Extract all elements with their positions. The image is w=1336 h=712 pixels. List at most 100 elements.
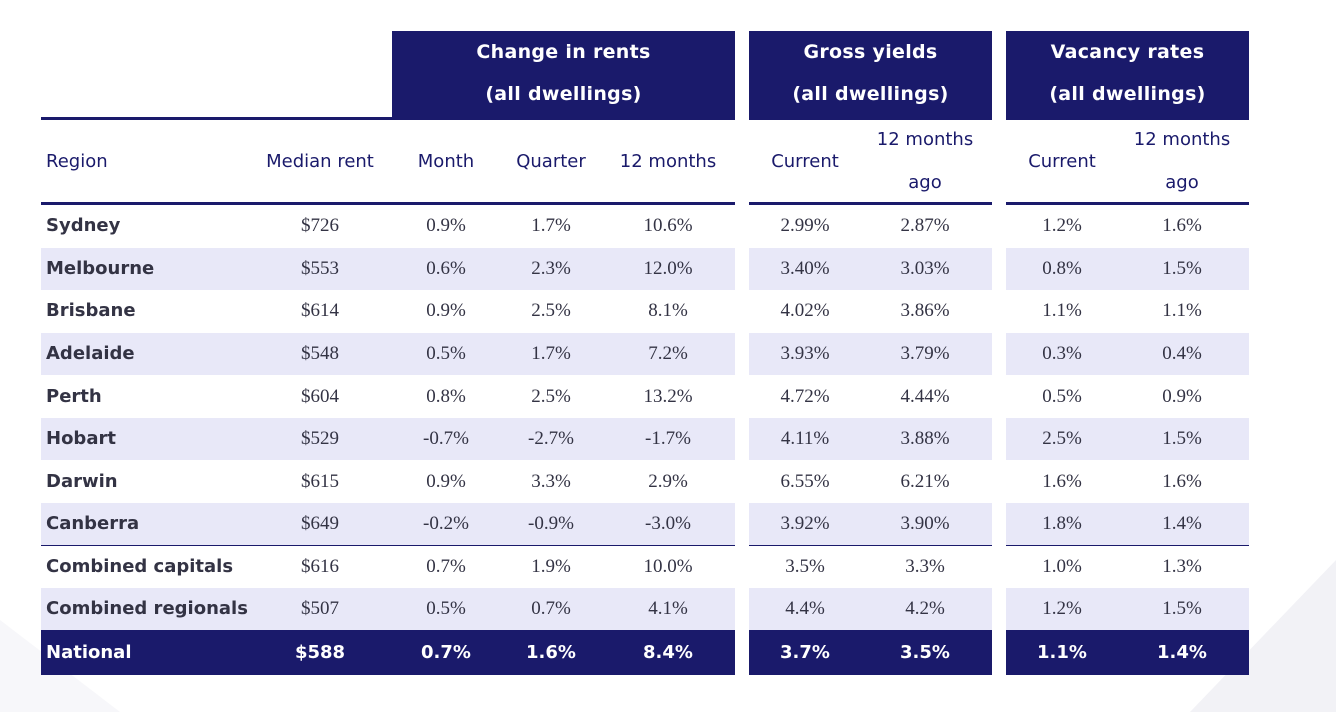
cell-vacancy-12-months-ago: 1.6% [1162,215,1202,236]
table-row: Brisbane $614 0.9% 2.5% 8.1% 4.02% 3.86% 1.1% 1.… [0,290,1336,332]
row-band [749,248,992,290]
cell-vacancy-12-months-ago: 1.1% [1162,300,1202,321]
column-header-text: 12 months ago [877,118,973,204]
cell-yield-12-months-ago: 3.88% [900,428,950,449]
group-header-line2: (all dwellings) [1049,83,1206,105]
column-header-line1: Current [1028,150,1096,172]
row-band [749,630,992,675]
table-row: Canberra $649 -0.2% -0.9% -3.0% 3.92% 3.90% 1.8… [0,503,1336,545]
column-header-text: Median rent [266,140,374,183]
cell-region: National [46,642,132,663]
column-header-line1: Quarter [516,150,586,172]
cell-yield-current: 4.72% [780,386,830,407]
group-header-gross-yields: Gross yields (all dwellings) [749,31,992,117]
cell-vacancy-current: 1.8% [1042,513,1082,534]
cell-region: Combined capitals [46,556,234,577]
cell-rent-12-months: 8.1% [648,300,688,321]
row-band [41,333,735,375]
column-header-text: 12 months ago [1134,118,1230,204]
headline-rule [41,202,735,205]
column-header-rent-12-months: 12 months [598,120,738,202]
cell-median-rent: $529 [301,428,339,449]
table-row: Combined capitals $616 0.7% 1.9% 10.0% 3.5% 3.… [0,546,1336,588]
cell-yield-current: 3.5% [785,556,825,577]
cell-vacancy-current: 2.5% [1042,428,1082,449]
cell-yield-12-months-ago: 3.5% [900,642,950,663]
cell-vacancy-current: 1.0% [1042,556,1082,577]
cell-yield-current: 3.93% [780,343,830,364]
row-band [1006,418,1249,460]
cell-median-rent: $553 [301,258,339,279]
cell-yield-current: 3.92% [780,513,830,534]
cell-rent-month: 0.9% [426,215,466,236]
row-band [1006,333,1249,375]
cell-rent-quarter: 1.7% [531,343,571,364]
cell-rent-month: 0.9% [426,471,466,492]
column-header-rent-quarter: Quarter [481,120,621,202]
cell-rent-quarter: 1.6% [526,642,576,663]
row-band [41,630,735,675]
row-band [1006,248,1249,290]
cell-vacancy-current: 0.3% [1042,343,1082,364]
cell-vacancy-current: 1.2% [1042,598,1082,619]
cell-rent-12-months: 13.2% [643,386,693,407]
cell-region: Canberra [46,513,140,534]
cell-rent-12-months: 2.9% [648,471,688,492]
group-header-vacancy-rates: Vacancy rates (all dwellings) [1006,31,1249,117]
cell-rent-month: 0.5% [426,598,466,619]
cell-yield-12-months-ago: 3.3% [905,556,945,577]
group-header-change-in-rents: Change in rents (all dwellings) [392,31,735,117]
cell-yield-12-months-ago: 4.2% [905,598,945,619]
column-header-region: Region [46,120,246,202]
column-header-line1: 12 months [1133,129,1231,150]
cell-rent-month: -0.7% [423,428,469,449]
row-band [1006,503,1249,545]
cell-region: Perth [46,386,102,407]
table-row: Hobart $529 -0.7% -2.7% -1.7% 4.11% 3.88% 2.5% 1… [0,418,1336,460]
cell-median-rent: $604 [301,386,339,407]
cell-vacancy-current: 1.1% [1042,300,1082,321]
cell-yield-current: 3.7% [780,642,830,663]
column-header-line1: 12 months [619,150,717,172]
cell-vacancy-current: 0.5% [1042,386,1082,407]
table-row: Sydney $726 0.9% 1.7% 10.6% 2.99% 2.87% 1.2% 1.6… [0,205,1336,247]
cell-rent-month: 0.7% [421,642,471,663]
cell-vacancy-12-months-ago: 1.5% [1162,258,1202,279]
cell-region: Adelaide [46,343,135,364]
group-header-line1: Gross yields [803,41,938,63]
cell-yield-current: 6.55% [780,471,830,492]
cell-vacancy-12-months-ago: 1.5% [1162,428,1202,449]
cell-yield-12-months-ago: 3.86% [900,300,950,321]
cell-yield-12-months-ago: 2.87% [900,215,950,236]
cell-rent-quarter: 2.3% [531,258,571,279]
cell-yield-current: 4.4% [785,598,825,619]
cell-yield-12-months-ago: 3.79% [900,343,950,364]
cell-rent-quarter: -2.7% [528,428,574,449]
cell-yield-current: 3.40% [780,258,830,279]
cell-rent-month: -0.2% [423,513,469,534]
table-row-national: National $588 0.7% 1.6% 8.4% 3.7% 3.5% 1.1% 1.4% [0,630,1336,675]
cell-rent-month: 0.9% [426,300,466,321]
cell-yield-current: 4.11% [780,428,830,449]
cell-median-rent: $614 [301,300,339,321]
cell-rent-12-months: -3.0% [645,513,691,534]
cell-region: Sydney [46,215,121,236]
group-header-line2: (all dwellings) [485,83,642,105]
column-header-line1: Region [46,150,108,172]
cell-rent-month: 0.8% [426,386,466,407]
cell-region: Combined regionals [46,598,248,619]
cell-rent-month: 0.6% [426,258,466,279]
column-header-vacancy-12-months-ago: 12 months ago [1112,120,1252,202]
row-band [749,503,992,545]
column-header-line1: 12 months [876,129,974,150]
cell-vacancy-current: 1.6% [1042,471,1082,492]
cell-yield-12-months-ago: 4.44% [900,386,950,407]
cell-median-rent: $616 [301,556,339,577]
column-header-line2: ago [908,172,942,193]
cell-vacancy-12-months-ago: 1.4% [1162,513,1202,534]
column-header-text: Month [418,140,474,183]
cell-vacancy-12-months-ago: 0.9% [1162,386,1202,407]
table-row: Perth $604 0.8% 2.5% 13.2% 4.72% 4.44% 0.5% 0.9% [0,376,1336,418]
table-row: Darwin $615 0.9% 3.3% 2.9% 6.55% 6.21% 1.6% 1.6% [0,461,1336,503]
cell-median-rent: $615 [301,471,339,492]
